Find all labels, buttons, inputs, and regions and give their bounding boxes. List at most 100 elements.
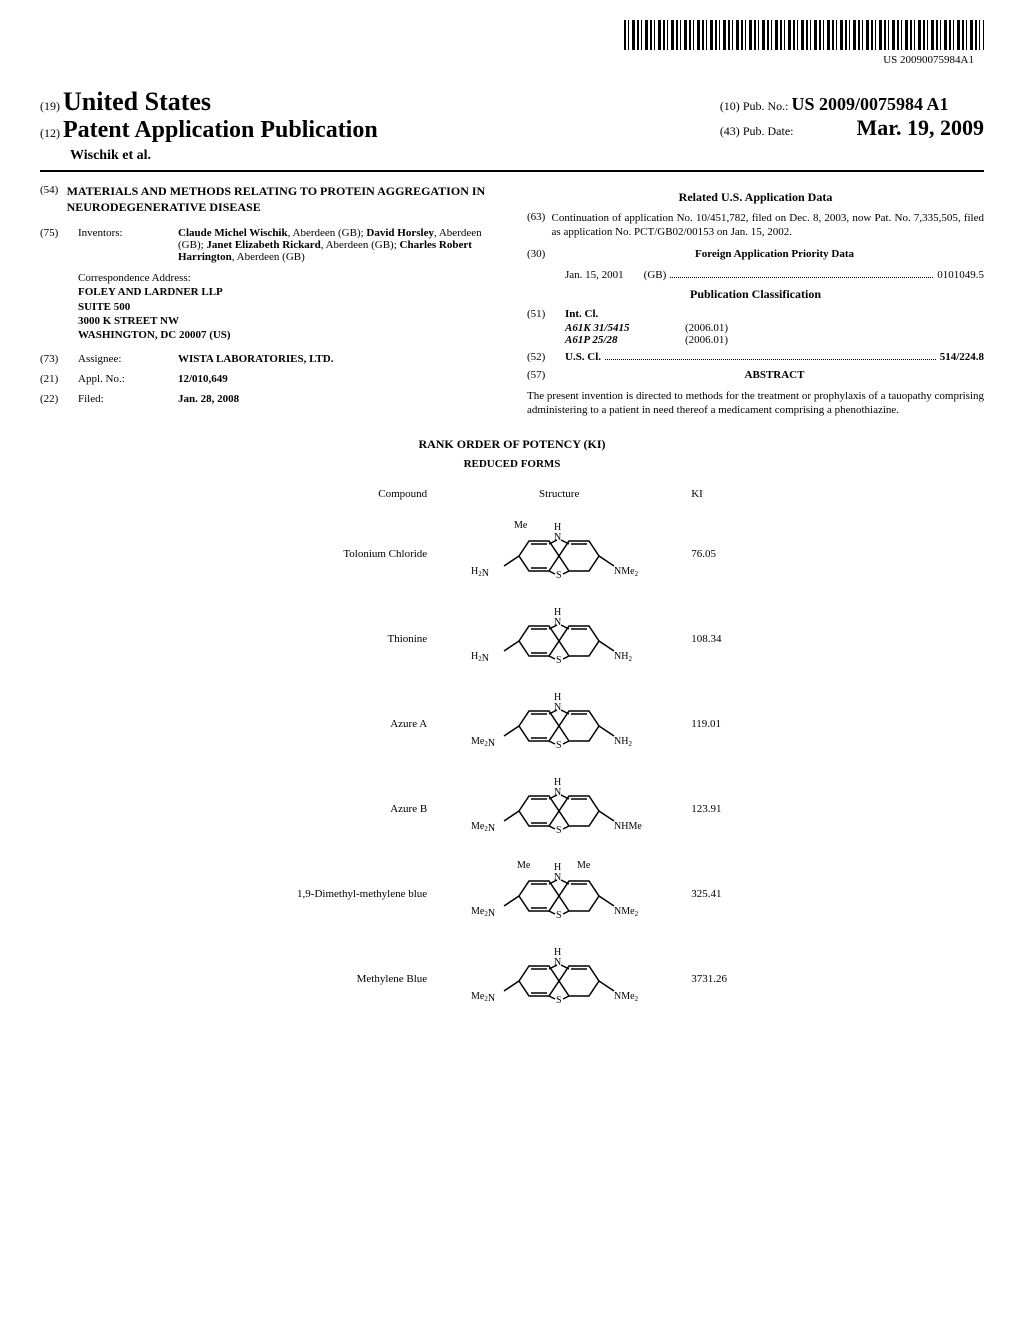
filed-label: Filed: [78,393,178,405]
svg-text:Me: Me [514,520,528,531]
abstract-text: The present invention is directed to met… [527,389,984,418]
corr-label: Correspondence Address: [78,271,497,285]
svg-text:S: S [556,995,562,1006]
correspondence-address: Correspondence Address: FOLEY AND LARDNE… [78,271,497,342]
appl-no: 12/010,649 [178,373,497,385]
pub-date: Mar. 19, 2009 [856,115,984,140]
compound-structure: Me H N S H2N NMe2 [449,512,669,595]
foreign-header: Foreign Application Priority Data [565,248,984,260]
compound-structure: H N S Me2N NHMe [449,767,669,850]
table-row: Azure A H N S Me2N NH2 119.01 [277,682,747,765]
code-10: (10) [720,99,740,113]
barcode-number: US 20090075984A1 [40,54,974,66]
pub-date-label: Pub. Date: [743,124,794,138]
col-structure: Structure [449,484,669,510]
bibliographic-columns: (54) MATERIALS AND METHODS RELATING TO P… [40,184,984,417]
svg-text:S: S [556,825,562,836]
uscl-label: U.S. Cl. [565,351,601,363]
uscl-value: 514/224.8 [940,351,984,363]
svg-text:H2N: H2N [471,651,489,664]
related-header: Related U.S. Application Data [527,190,984,205]
left-column: (54) MATERIALS AND METHODS RELATING TO P… [40,184,497,417]
svg-text:S: S [556,910,562,921]
code-21: (21) [40,373,78,385]
dotted-leader [605,350,936,360]
figure-subtitle: REDUCED FORMS [40,458,984,470]
svg-text:NH2: NH2 [614,651,632,663]
foreign-country: (GB) [644,269,667,281]
country-name: United States [63,87,211,116]
code-52: (52) [527,351,565,363]
compound-structure: H N S Me2N NH2 [449,682,669,765]
compound-name: Azure B [277,767,447,850]
code-19: (19) [40,99,60,113]
table-row: Thionine H N S H2N NH2 108.34 [277,597,747,680]
compound-table: Compound Structure KI Tolonium Chloride … [275,482,749,1022]
authors-line: Wischik et al. [70,148,378,164]
svg-text:H2N: H2N [471,566,489,579]
svg-text:Me: Me [577,860,591,871]
code-54: (54) [40,184,67,215]
code-75: (75) [40,227,78,263]
figure-title: RANK ORDER OF POTENCY (KI) [40,437,984,452]
code-12: (12) [40,126,60,140]
compound-name: Thionine [277,597,447,680]
compound-name: Methylene Blue [277,937,447,1020]
compound-ki: 76.05 [671,512,747,595]
pub-no-label: Pub. No.: [743,99,789,113]
code-30: (30) [527,248,565,260]
table-row: Azure B H N S Me2N NHMe 123.91 [277,767,747,850]
compound-ki: 123.91 [671,767,747,850]
svg-text:Me2N: Me2N [471,736,495,749]
code-57: (57) [527,369,565,381]
svg-text:Me2N: Me2N [471,906,495,919]
filed-date: Jan. 28, 2008 [178,393,497,405]
compound-name: 1,9-Dimethyl-methylene blue [277,852,447,935]
code-63: (63) [527,211,552,240]
svg-text:Me: Me [517,860,531,871]
svg-text:NHMe: NHMe [614,821,642,832]
compound-name: Azure A [277,682,447,765]
pubclass-header: Publication Classification [527,287,984,302]
svg-text:Me2N: Me2N [471,991,495,1004]
figure-area: RANK ORDER OF POTENCY (KI) REDUCED FORMS… [40,437,984,1022]
table-row: Methylene Blue H N S Me2N NMe2 3731.26 [277,937,747,1020]
barcode-section: US 20090075984A1 [40,20,984,66]
compound-structure: H N S Me2N NMe2 [449,937,669,1020]
svg-text:NH2: NH2 [614,736,632,748]
continuation-text: Continuation of application No. 10/451,7… [552,211,984,240]
abstract-label: ABSTRACT [565,369,984,381]
code-73: (73) [40,353,78,365]
code-43: (43) [720,124,740,138]
publication-type: Patent Application Publication [63,117,378,143]
right-column: Related U.S. Application Data (63) Conti… [527,184,984,417]
appl-no-label: Appl. No.: [78,373,178,385]
compound-structure: H N S H2N NH2 [449,597,669,680]
compound-ki: 3731.26 [671,937,747,1020]
foreign-date: Jan. 15, 2001 [565,269,624,281]
svg-text:S: S [556,570,562,581]
foreign-num: 0101049.5 [937,269,984,281]
compound-ki: 108.34 [671,597,747,680]
table-row: 1,9-Dimethyl-methylene blue MeMe H N S M… [277,852,747,935]
table-row: Tolonium Chloride Me H N S H2N NMe2 76.0… [277,512,747,595]
code-22: (22) [40,393,78,405]
compound-name: Tolonium Chloride [277,512,447,595]
assignee-label: Assignee: [78,353,178,365]
svg-text:S: S [556,740,562,751]
inventors-list: Claude Michel Wischik, Aberdeen (GB); Da… [178,227,497,263]
pub-no: US 2009/0075984 A1 [792,94,949,114]
svg-text:NMe2: NMe2 [614,566,639,578]
compound-ki: 119.01 [671,682,747,765]
header-area: (19) United States (12) Patent Applicati… [40,70,984,172]
code-51: (51) [527,308,565,320]
intcl-label: Int. Cl. [565,308,598,320]
patent-title: MATERIALS AND METHODS RELATING TO PROTEI… [67,184,497,215]
assignee: WISTA LABORATORIES, LTD. [178,353,497,365]
dotted-leader [670,268,933,278]
svg-text:NMe2: NMe2 [614,906,639,918]
compound-ki: 325.41 [671,852,747,935]
inventors-label: Inventors: [78,227,178,263]
barcode-icon [624,20,984,50]
svg-text:S: S [556,655,562,666]
